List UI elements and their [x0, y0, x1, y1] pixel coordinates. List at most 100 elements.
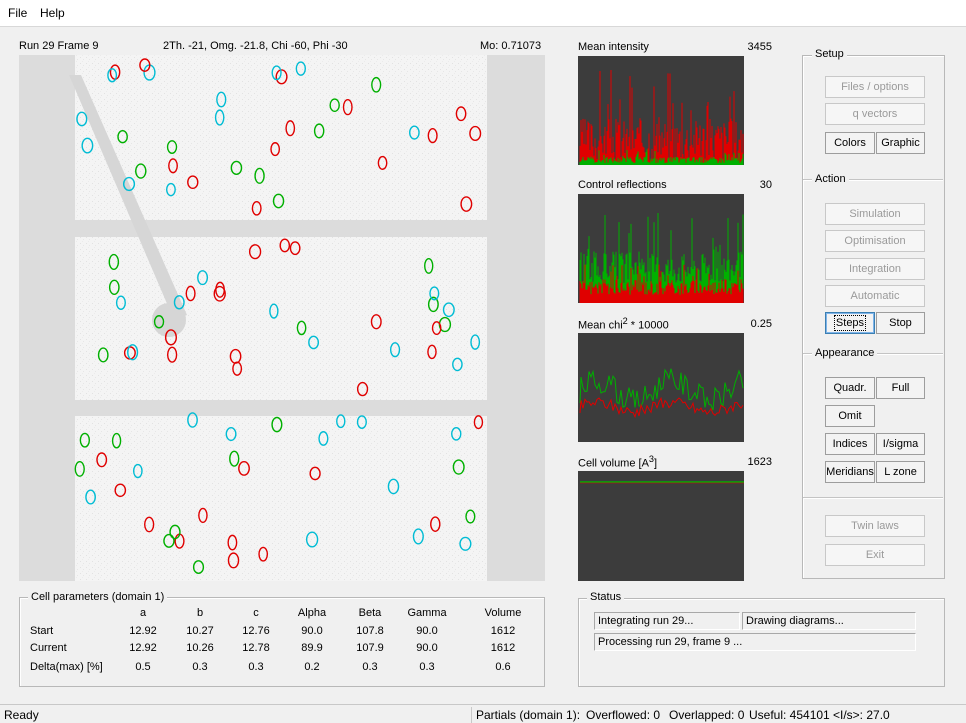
meridians-label: Meridians	[826, 466, 874, 478]
meridians-button[interactable]: Meridians	[825, 461, 875, 483]
reflection-spot	[272, 193, 285, 209]
menu-help[interactable]: Help	[40, 6, 65, 20]
cell-value: 107.8	[356, 625, 384, 637]
reflection-spot	[187, 412, 198, 428]
overlapped-text: Overlapped: 0	[669, 708, 745, 722]
reflection-spot	[153, 315, 165, 329]
cell-parameters-label: Cell parameters (domain 1)	[28, 591, 168, 603]
reflection-spot	[452, 357, 463, 372]
cell-value: 90.0	[301, 625, 323, 637]
menu-file[interactable]: File	[8, 6, 27, 20]
cell-value: 0.2	[304, 661, 320, 673]
full-button[interactable]: Full	[876, 377, 925, 399]
reflection-spot	[216, 91, 227, 108]
reflection-spot	[76, 111, 88, 127]
reflection-spot	[230, 160, 243, 175]
colors-label: Colors	[834, 137, 866, 149]
detector-frame-image[interactable]	[19, 55, 545, 581]
reflection-spot	[313, 123, 325, 139]
reflection-spot	[115, 295, 126, 311]
graphic-label: Graphic	[881, 137, 920, 149]
i-sigma-label: I/sigma	[882, 438, 919, 450]
useful-text: Useful: 454101	[749, 708, 830, 722]
reflection-spot	[238, 461, 250, 476]
cell-value: 107.9	[356, 642, 384, 654]
reflection-spot	[451, 427, 462, 441]
stop-button[interactable]: Stop	[876, 312, 925, 334]
optimisation-button[interactable]: Optimisation	[825, 230, 925, 252]
reflection-spot	[122, 176, 136, 192]
reflection-spot	[139, 58, 151, 72]
reflection-spot	[387, 478, 400, 495]
reflection-spot	[227, 552, 240, 569]
mean-chi2-title: Mean chi2 * 10000	[578, 316, 669, 332]
cell-volume-title: Cell volume [A3]	[578, 454, 657, 470]
colors-button[interactable]: Colors	[825, 132, 875, 154]
l-zone-button[interactable]: L zone	[876, 461, 925, 483]
q-vectors-button[interactable]: q vectors	[825, 103, 925, 125]
control-reflections-title: Control reflections	[578, 179, 667, 191]
l-zone-label: L zone	[884, 466, 917, 478]
reflection-spot	[389, 342, 401, 358]
reflection-spot	[427, 296, 439, 313]
control-reflections-value: 30	[759, 179, 772, 191]
status-line-1: Integrating run 29...	[594, 612, 740, 630]
reflection-spot	[227, 534, 238, 551]
column-header: Volume	[484, 607, 522, 619]
cell-value: 0.3	[419, 661, 435, 673]
reflection-spot	[271, 416, 283, 433]
mean-chi2-graph	[578, 333, 744, 442]
reflection-spot	[97, 347, 109, 363]
automatic-button[interactable]: Automatic	[825, 285, 925, 307]
cell-value: 1612	[490, 625, 516, 637]
column-header: b	[196, 607, 204, 619]
partials-text: Partials (domain 1):	[471, 707, 580, 723]
cell-value: 90.0	[416, 642, 438, 654]
reflection-spot	[135, 163, 147, 179]
reflection-spot	[430, 516, 441, 532]
reflection-spot	[169, 524, 181, 540]
setup-label: Setup	[812, 48, 847, 60]
reflection-spot	[251, 201, 262, 216]
twin-laws-label: Twin laws	[851, 520, 899, 532]
controls-group	[802, 55, 945, 579]
column-header: a	[139, 607, 147, 619]
series-trace	[579, 264, 744, 303]
reflection-spot	[185, 285, 196, 302]
reflection-spot	[108, 279, 120, 296]
simulation-button[interactable]: Simulation	[825, 203, 925, 225]
action-label: Action	[812, 173, 849, 185]
twin-laws-button[interactable]: Twin laws	[825, 515, 925, 537]
ready-text: Ready	[4, 708, 39, 722]
steps-button[interactable]: Steps	[825, 312, 875, 334]
reflection-spot	[254, 167, 265, 184]
cell-value: 0.3	[362, 661, 378, 673]
indices-button[interactable]: Indices	[825, 433, 875, 455]
integration-button[interactable]: Integration	[825, 258, 925, 280]
series-trace	[579, 69, 744, 165]
exit-label: Exit	[865, 549, 885, 561]
cell-value: 12.92	[129, 642, 157, 654]
appearance-label: Appearance	[812, 347, 878, 359]
reflection-spot	[81, 137, 94, 154]
files-options-label: Files / options	[841, 81, 909, 93]
graphic-button[interactable]: Graphic	[876, 132, 925, 154]
angles-label: 2Th. -21, Omg. -21.8, Chi -60, Phi -30	[163, 40, 348, 52]
i-s-text: <I/s>: 27.0	[833, 708, 890, 722]
mean-chi2-title-a: Mean chi	[578, 319, 623, 332]
reflection-spot	[173, 295, 185, 310]
files-options-button[interactable]: Files / options	[825, 76, 925, 98]
reflection-spot	[275, 69, 288, 85]
exit-button[interactable]: Exit	[825, 544, 925, 566]
steps-label: Steps	[833, 315, 867, 331]
i-sigma-button[interactable]: I/sigma	[876, 433, 925, 455]
reflection-spot	[132, 463, 143, 479]
reflection-spot	[166, 346, 178, 363]
reflection-spot	[229, 450, 240, 467]
quadr-button[interactable]: Quadr.	[825, 377, 875, 399]
omit-button[interactable]: Omit	[825, 405, 875, 427]
reflection-spot	[371, 76, 382, 93]
reflection-spot	[329, 98, 340, 113]
reflection-spot	[336, 414, 346, 429]
reflection-spot	[198, 507, 208, 524]
